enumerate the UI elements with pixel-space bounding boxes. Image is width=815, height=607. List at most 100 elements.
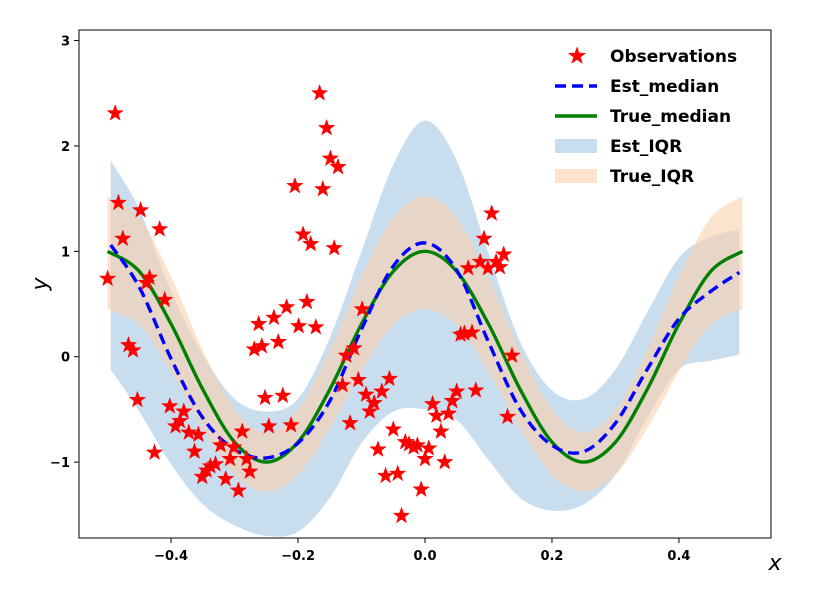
observation-point: [503, 346, 521, 364]
observation-point: [294, 225, 312, 242]
observation-point: [419, 439, 438, 456]
observation-point: [494, 245, 513, 263]
observation-point: [185, 442, 204, 460]
observation-point: [365, 393, 384, 411]
legend-label: Est_IQR: [610, 137, 682, 157]
observation-point: [171, 411, 189, 429]
observation-point: [423, 394, 442, 412]
observation-point: [289, 316, 308, 334]
observation-point: [286, 176, 304, 194]
x-tick-label: −0.2: [281, 549, 315, 564]
y-axis-label: y: [28, 277, 53, 292]
observation-point: [140, 268, 159, 286]
observation-point: [128, 390, 147, 408]
y-tick-label: 1: [61, 245, 70, 260]
y-tick-label: 0: [61, 351, 70, 366]
observation-point: [282, 415, 300, 433]
ticks-group: −0.4 −0.2 0.0 0.2 0.4 −1 0 1 2 3: [50, 35, 690, 564]
observation-point: [253, 336, 271, 354]
observation-point: [471, 252, 490, 270]
observation-point: [349, 370, 368, 388]
x-tick-label: 0.0: [413, 549, 436, 564]
legend-label: True_median: [610, 107, 731, 127]
observation-point: [301, 234, 320, 252]
x-axis-label: x: [767, 551, 782, 576]
observation-point: [443, 391, 462, 409]
observation-point: [325, 238, 344, 256]
x-tick-label: −0.4: [154, 549, 188, 564]
observation-point: [447, 382, 466, 400]
y-tick-label: 3: [61, 35, 70, 50]
observation-point: [259, 417, 278, 434]
y-tick-label: 2: [61, 140, 70, 155]
observation-point: [321, 149, 340, 167]
observation-point: [369, 440, 387, 457]
legend-marker-observations: [567, 46, 587, 64]
est-median-line: [109, 241, 741, 460]
observation-point: [360, 402, 379, 420]
observation-point: [482, 204, 501, 221]
observation-point: [277, 297, 296, 315]
observation-point: [353, 300, 371, 317]
observation-point: [269, 332, 288, 350]
observation-point: [237, 449, 256, 467]
observation-point: [233, 422, 251, 440]
observation-point: [412, 480, 431, 498]
observation-point: [345, 339, 363, 356]
observation-point: [160, 397, 179, 414]
observation-point: [341, 413, 359, 431]
observation-point: [388, 464, 407, 482]
true-median-line: [106, 249, 744, 464]
observation-point: [211, 436, 230, 453]
observation-point: [240, 462, 259, 480]
observation-point: [206, 454, 225, 472]
legend-label: True_IQR: [610, 167, 694, 187]
observation-point: [256, 388, 274, 406]
observation-point: [427, 406, 446, 424]
observation-point: [145, 443, 164, 461]
observation-point: [221, 449, 239, 467]
observation-point: [463, 323, 481, 341]
observation-point: [98, 269, 117, 287]
x-tick-label: 0.4: [667, 549, 690, 564]
observation-point: [150, 219, 169, 237]
observation-point: [313, 179, 332, 197]
observation-point: [475, 229, 493, 247]
observation-point: [131, 200, 150, 218]
observation-point: [459, 258, 478, 276]
x-tick-label: 0.2: [540, 549, 563, 564]
observation-point: [317, 118, 336, 136]
observation-point: [179, 423, 198, 441]
observation-point: [408, 436, 427, 453]
legend: Observations Est_median True_median Est_IQR…: [555, 46, 737, 187]
observation-point: [189, 425, 208, 443]
observation-point: [298, 292, 316, 310]
observation-point: [392, 506, 411, 524]
observation-point: [384, 420, 403, 437]
legend-marker-est-iqr: [555, 139, 597, 153]
observation-point: [225, 438, 243, 455]
legend-label: Observations: [610, 47, 737, 67]
observation-point: [310, 83, 329, 101]
observation-point: [491, 257, 509, 275]
observation-point: [333, 375, 352, 393]
observation-point: [466, 381, 485, 398]
observation-point: [124, 341, 142, 358]
observation-point: [439, 404, 458, 422]
observation-point: [306, 317, 325, 335]
observation-point: [435, 452, 454, 470]
plot-area: [98, 83, 744, 537]
observation-point: [416, 449, 434, 467]
observation-point: [376, 466, 395, 484]
observation-point: [109, 193, 128, 211]
observation-point: [432, 422, 450, 440]
observation-point: [106, 104, 125, 121]
observation-point: [329, 157, 347, 175]
observation-point: [380, 369, 399, 387]
observation-point: [498, 407, 517, 425]
observation-point: [216, 469, 235, 487]
observation-point: [113, 229, 132, 247]
observation-point: [155, 290, 174, 308]
observation-point: [273, 386, 292, 404]
